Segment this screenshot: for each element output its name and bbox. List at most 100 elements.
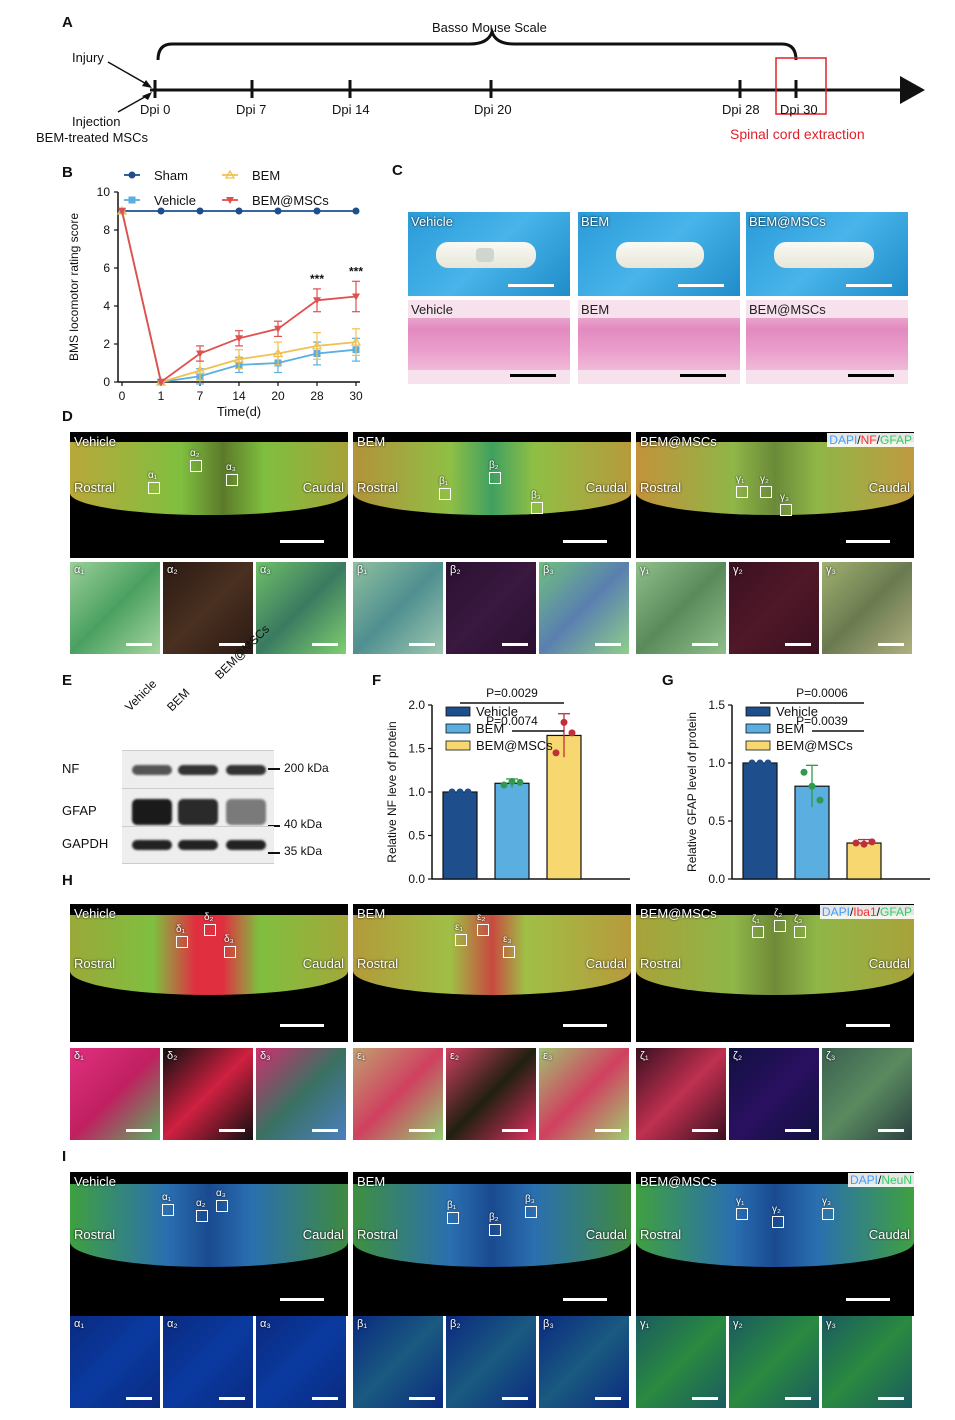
data-point — [568, 729, 576, 737]
data-point — [800, 768, 808, 776]
caudal-label: Caudal — [585, 479, 627, 495]
scale-bar — [409, 643, 435, 646]
scale-bar — [409, 1129, 435, 1132]
y-axis-label: BMS locomotor rating score — [67, 213, 81, 361]
scale-bar — [692, 1129, 718, 1132]
section-image: BEM@MSCs Rostral Caudal γ₁ γ₂ γ₃ — [636, 1172, 914, 1316]
scale-bar — [846, 1298, 890, 1301]
legend-label: Sham — [154, 168, 188, 183]
zoom-image: β₁ — [353, 562, 443, 654]
roi-box — [525, 1206, 537, 1218]
data-point — [448, 788, 456, 796]
scale-bar — [595, 1129, 621, 1132]
roi-label: β₁ — [439, 476, 449, 487]
roi-box — [774, 920, 786, 932]
p-value: P=0.0039 — [796, 714, 848, 728]
panel-label-h: H — [62, 872, 73, 889]
x-tick-label: 20 — [271, 389, 285, 403]
scale-bar — [595, 1397, 621, 1400]
roi-label: γ₃ — [822, 1196, 832, 1207]
y-tick-label: 2.0 — [408, 698, 425, 712]
gross-image: BEM — [578, 212, 740, 296]
y-tick-label: 4 — [103, 299, 110, 313]
roi-label: α₁ — [148, 470, 158, 481]
roi-label: γ₂ — [772, 1204, 781, 1215]
scale-bar — [848, 374, 894, 377]
stain-neun: NeuN — [881, 1173, 912, 1187]
roi-label: α₃ — [216, 1188, 226, 1199]
scale-bar — [878, 1397, 904, 1400]
blot-band — [226, 765, 266, 775]
roi-label: ζ₃ — [794, 914, 803, 925]
scale-bar — [595, 643, 621, 646]
zoom-label: γ₁ — [640, 564, 650, 576]
zoom-label: α₁ — [74, 1318, 85, 1330]
data-point — [274, 325, 282, 333]
data-point — [500, 781, 508, 789]
p-value: P=0.0006 — [796, 686, 848, 700]
legend-label: BEM — [776, 721, 804, 736]
data-point — [352, 293, 360, 301]
zoom-image: γ₁ — [636, 562, 726, 654]
roi-label: β₁ — [447, 1200, 457, 1211]
zoom-image: ζ₁ — [636, 1048, 726, 1140]
y-tick-label: 2 — [103, 337, 110, 351]
roi-label: ε₂ — [477, 912, 486, 923]
zoom-image: α₁ — [70, 562, 160, 654]
roi-label: α₃ — [226, 462, 236, 473]
injection-label-2: BEM-treated MSCs — [36, 130, 148, 145]
blot-band — [178, 765, 218, 775]
roi-box — [204, 924, 216, 936]
tissue-band — [70, 1183, 348, 1268]
roi-box — [780, 504, 792, 516]
tissue-band — [636, 915, 914, 996]
rostral-label: Rostral — [74, 479, 116, 495]
stain-gfap: GFAP — [879, 905, 912, 919]
roi-box — [447, 1212, 459, 1224]
stain-dapi: DAPI — [829, 433, 858, 447]
roi-box — [822, 1208, 834, 1220]
roi-label: δ₃ — [224, 934, 234, 945]
data-point — [233, 353, 245, 363]
zoom-label: ε₃ — [543, 1050, 553, 1062]
marker-label: 40 kDa — [284, 817, 323, 831]
zoom-label: β₃ — [543, 1318, 554, 1330]
data-point — [756, 759, 764, 767]
scale-bar — [846, 540, 890, 543]
zoom-image: ε₁ — [353, 1048, 443, 1140]
x-tick-label: 28 — [310, 389, 324, 403]
x-axis-label: Time(d) — [217, 404, 261, 419]
blot-band — [178, 840, 218, 850]
legend-label: Vehicle — [476, 704, 518, 719]
zoom-image: β₃ — [539, 1316, 629, 1408]
roi-box — [176, 936, 188, 948]
scale-bar — [508, 284, 554, 287]
panel-label-d: D — [62, 408, 73, 425]
zoom-image: γ₃ — [822, 562, 912, 654]
data-point — [157, 207, 165, 215]
zoom-image: γ₃ — [822, 1316, 912, 1408]
rostral-label: Rostral — [640, 956, 682, 972]
zoom-label: γ₁ — [640, 1318, 650, 1330]
x-tick-label: 7 — [197, 389, 204, 403]
data-point — [194, 365, 206, 375]
he-image: BEM@MSCs — [746, 300, 908, 384]
tick-label-dpi0: Dpi 0 — [140, 102, 171, 117]
roi-label: β₃ — [531, 490, 541, 501]
zoom-label: ε₁ — [357, 1050, 366, 1062]
roi-box — [190, 460, 202, 472]
scale-bar — [280, 540, 324, 543]
legend-label: BEM@MSCs — [776, 738, 853, 753]
data-point — [311, 340, 323, 350]
spinal-cord-tissue — [774, 242, 874, 268]
timeline-title: Basso Mouse Scale — [432, 20, 547, 35]
roi-label: β₂ — [489, 460, 499, 471]
blot-band — [226, 840, 266, 850]
zoom-label: γ₃ — [826, 564, 836, 576]
scale-bar — [126, 1129, 152, 1132]
tissue-band — [70, 915, 348, 996]
tick-label-dpi7: Dpi 7 — [236, 102, 267, 117]
he-group-label: BEM — [581, 302, 610, 317]
data-point — [560, 718, 568, 726]
zoom-label: ζ₁ — [640, 1050, 649, 1062]
